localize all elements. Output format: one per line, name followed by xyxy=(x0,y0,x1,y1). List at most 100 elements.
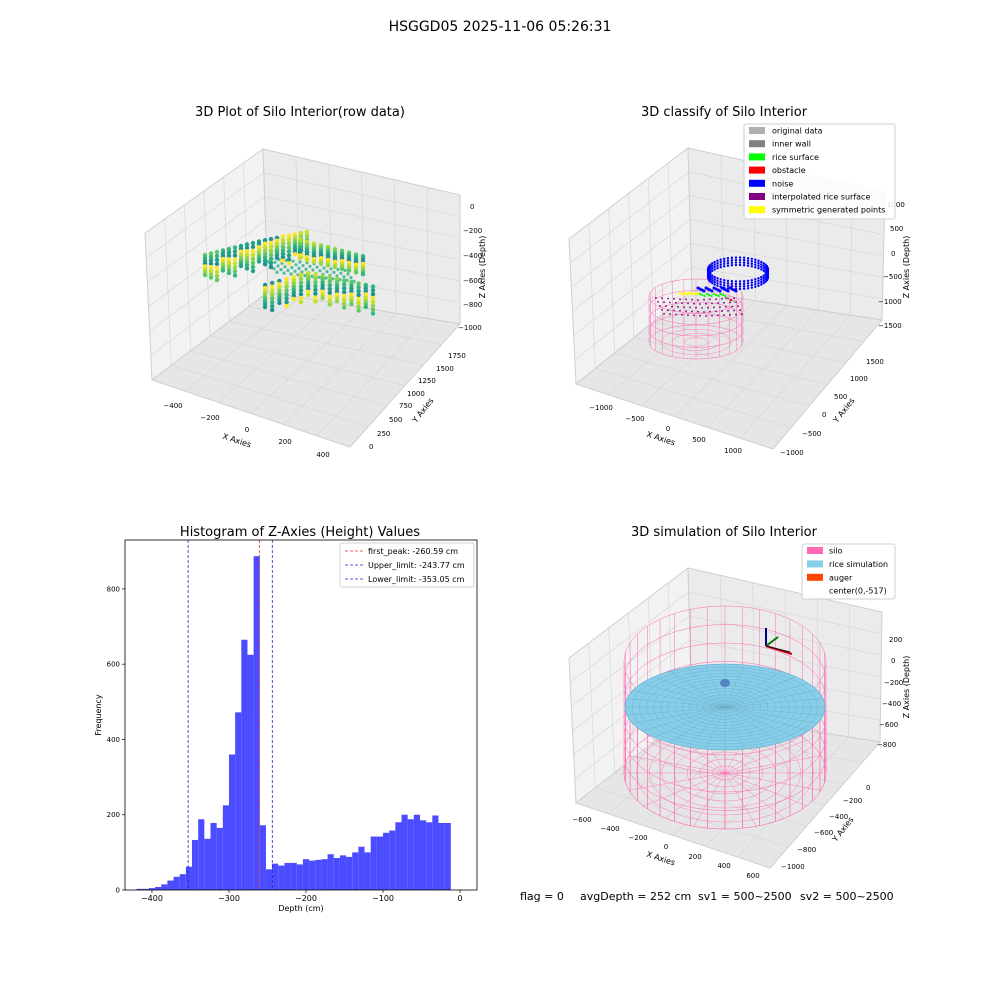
data-point xyxy=(346,268,352,273)
noise-point xyxy=(742,285,746,288)
y-tick: 0 xyxy=(369,443,373,451)
data-point xyxy=(262,251,268,257)
histogram-bar xyxy=(376,836,384,890)
noise-point xyxy=(711,262,714,265)
interpolated-point xyxy=(727,309,729,312)
noise-point xyxy=(716,279,719,282)
data-point xyxy=(356,289,361,294)
data-point xyxy=(268,236,274,242)
noise-point xyxy=(746,256,750,260)
interpolated-point xyxy=(663,313,665,315)
noise-point xyxy=(726,282,730,285)
data-point xyxy=(284,276,289,282)
histogram-bar xyxy=(370,836,377,890)
rice-surface-point xyxy=(698,292,702,296)
silo-floor-spoke xyxy=(724,772,822,791)
data-point xyxy=(268,260,274,266)
silo-floor-spoke xyxy=(724,772,807,807)
noise-point xyxy=(742,256,746,259)
noise-point xyxy=(757,279,760,282)
data-point xyxy=(220,268,226,273)
rice-mesh-spoke xyxy=(686,706,726,747)
noise-point xyxy=(754,280,757,284)
threshold-lines xyxy=(187,540,273,890)
histogram-bar xyxy=(198,819,205,890)
y-ticks: 0 200 400 600 800 xyxy=(107,585,125,895)
data-point xyxy=(244,252,250,257)
noise-point xyxy=(722,262,726,266)
obstacle-point xyxy=(729,298,733,302)
histogram-bar xyxy=(296,864,303,890)
rice-mesh-spoke xyxy=(705,706,726,750)
figure-title: HSGGD05 2025-11-06 05:26:31 xyxy=(389,19,612,35)
data-point xyxy=(320,273,325,279)
data-point xyxy=(363,295,368,300)
data-point xyxy=(370,295,376,301)
histogram-bar xyxy=(179,874,186,890)
y-tick: 800 xyxy=(107,585,120,593)
data-point xyxy=(208,271,214,277)
point-cloud xyxy=(202,229,376,316)
histogram-legend: first_peak: -260.59 cm Upper_limit: -243… xyxy=(339,542,475,588)
interpolated-point xyxy=(679,309,681,312)
interpolated-point xyxy=(677,305,679,308)
interpolated-point xyxy=(703,311,705,313)
interpolated-point xyxy=(723,314,725,316)
noise-point xyxy=(734,261,738,264)
data-point xyxy=(311,268,315,272)
legend-label: rice simulation xyxy=(829,560,888,569)
noise-point xyxy=(709,280,712,283)
data-point xyxy=(226,263,232,269)
data-point xyxy=(208,258,214,263)
y-ticks: −1000 −500 0 500 1000 1500 xyxy=(780,358,884,457)
noise-point xyxy=(734,256,738,259)
y-tick: 1000 xyxy=(407,390,425,398)
data-point xyxy=(304,233,310,239)
noise-point xyxy=(711,282,714,285)
noise-point xyxy=(710,289,714,293)
data-point xyxy=(238,263,244,269)
noise-point xyxy=(719,278,722,281)
data-point xyxy=(334,286,340,291)
noise-point xyxy=(738,263,742,267)
data-point xyxy=(320,283,325,288)
status-line: flag = 0 avgDepth = 252 cm sv1 = 500~250… xyxy=(520,890,894,903)
noise-point xyxy=(726,264,730,267)
data-point xyxy=(306,270,311,276)
data-point xyxy=(334,276,340,282)
data-point xyxy=(226,260,232,265)
legend-simulation: silo rice simulation auger center(0,-517) xyxy=(801,543,896,600)
interpolated-point xyxy=(729,313,731,316)
silo-floor-spoke xyxy=(643,772,726,807)
interpolated-point xyxy=(699,314,701,317)
rice-mesh-spoke xyxy=(724,671,781,708)
data-point xyxy=(349,286,354,291)
data-point xyxy=(360,272,366,277)
z-tick: 0 xyxy=(891,250,895,258)
noise-point xyxy=(722,265,726,268)
data-point xyxy=(250,268,256,274)
data-point xyxy=(338,278,342,282)
interpolated-point xyxy=(735,313,737,316)
data-point xyxy=(300,270,304,274)
noise-point xyxy=(730,282,734,285)
data-point xyxy=(272,267,276,271)
noise-point xyxy=(762,277,765,280)
data-point xyxy=(329,267,333,271)
data-point xyxy=(327,286,332,292)
data-point xyxy=(244,242,250,247)
interpolated-point xyxy=(703,298,705,301)
histogram-bar xyxy=(253,556,260,890)
data-point xyxy=(298,260,302,264)
data-point xyxy=(298,299,304,305)
data-point xyxy=(284,299,289,305)
panel-raw-title: 3D Plot of Silo Interior(row data) xyxy=(195,105,405,120)
x-tick: 600 xyxy=(746,872,759,880)
rice-mesh-spoke xyxy=(724,706,764,747)
data-point xyxy=(286,249,292,254)
histogram-bar xyxy=(346,856,353,890)
data-point xyxy=(298,292,304,297)
data-point xyxy=(280,241,286,246)
original-data-point xyxy=(732,299,736,303)
data-point xyxy=(311,259,317,264)
